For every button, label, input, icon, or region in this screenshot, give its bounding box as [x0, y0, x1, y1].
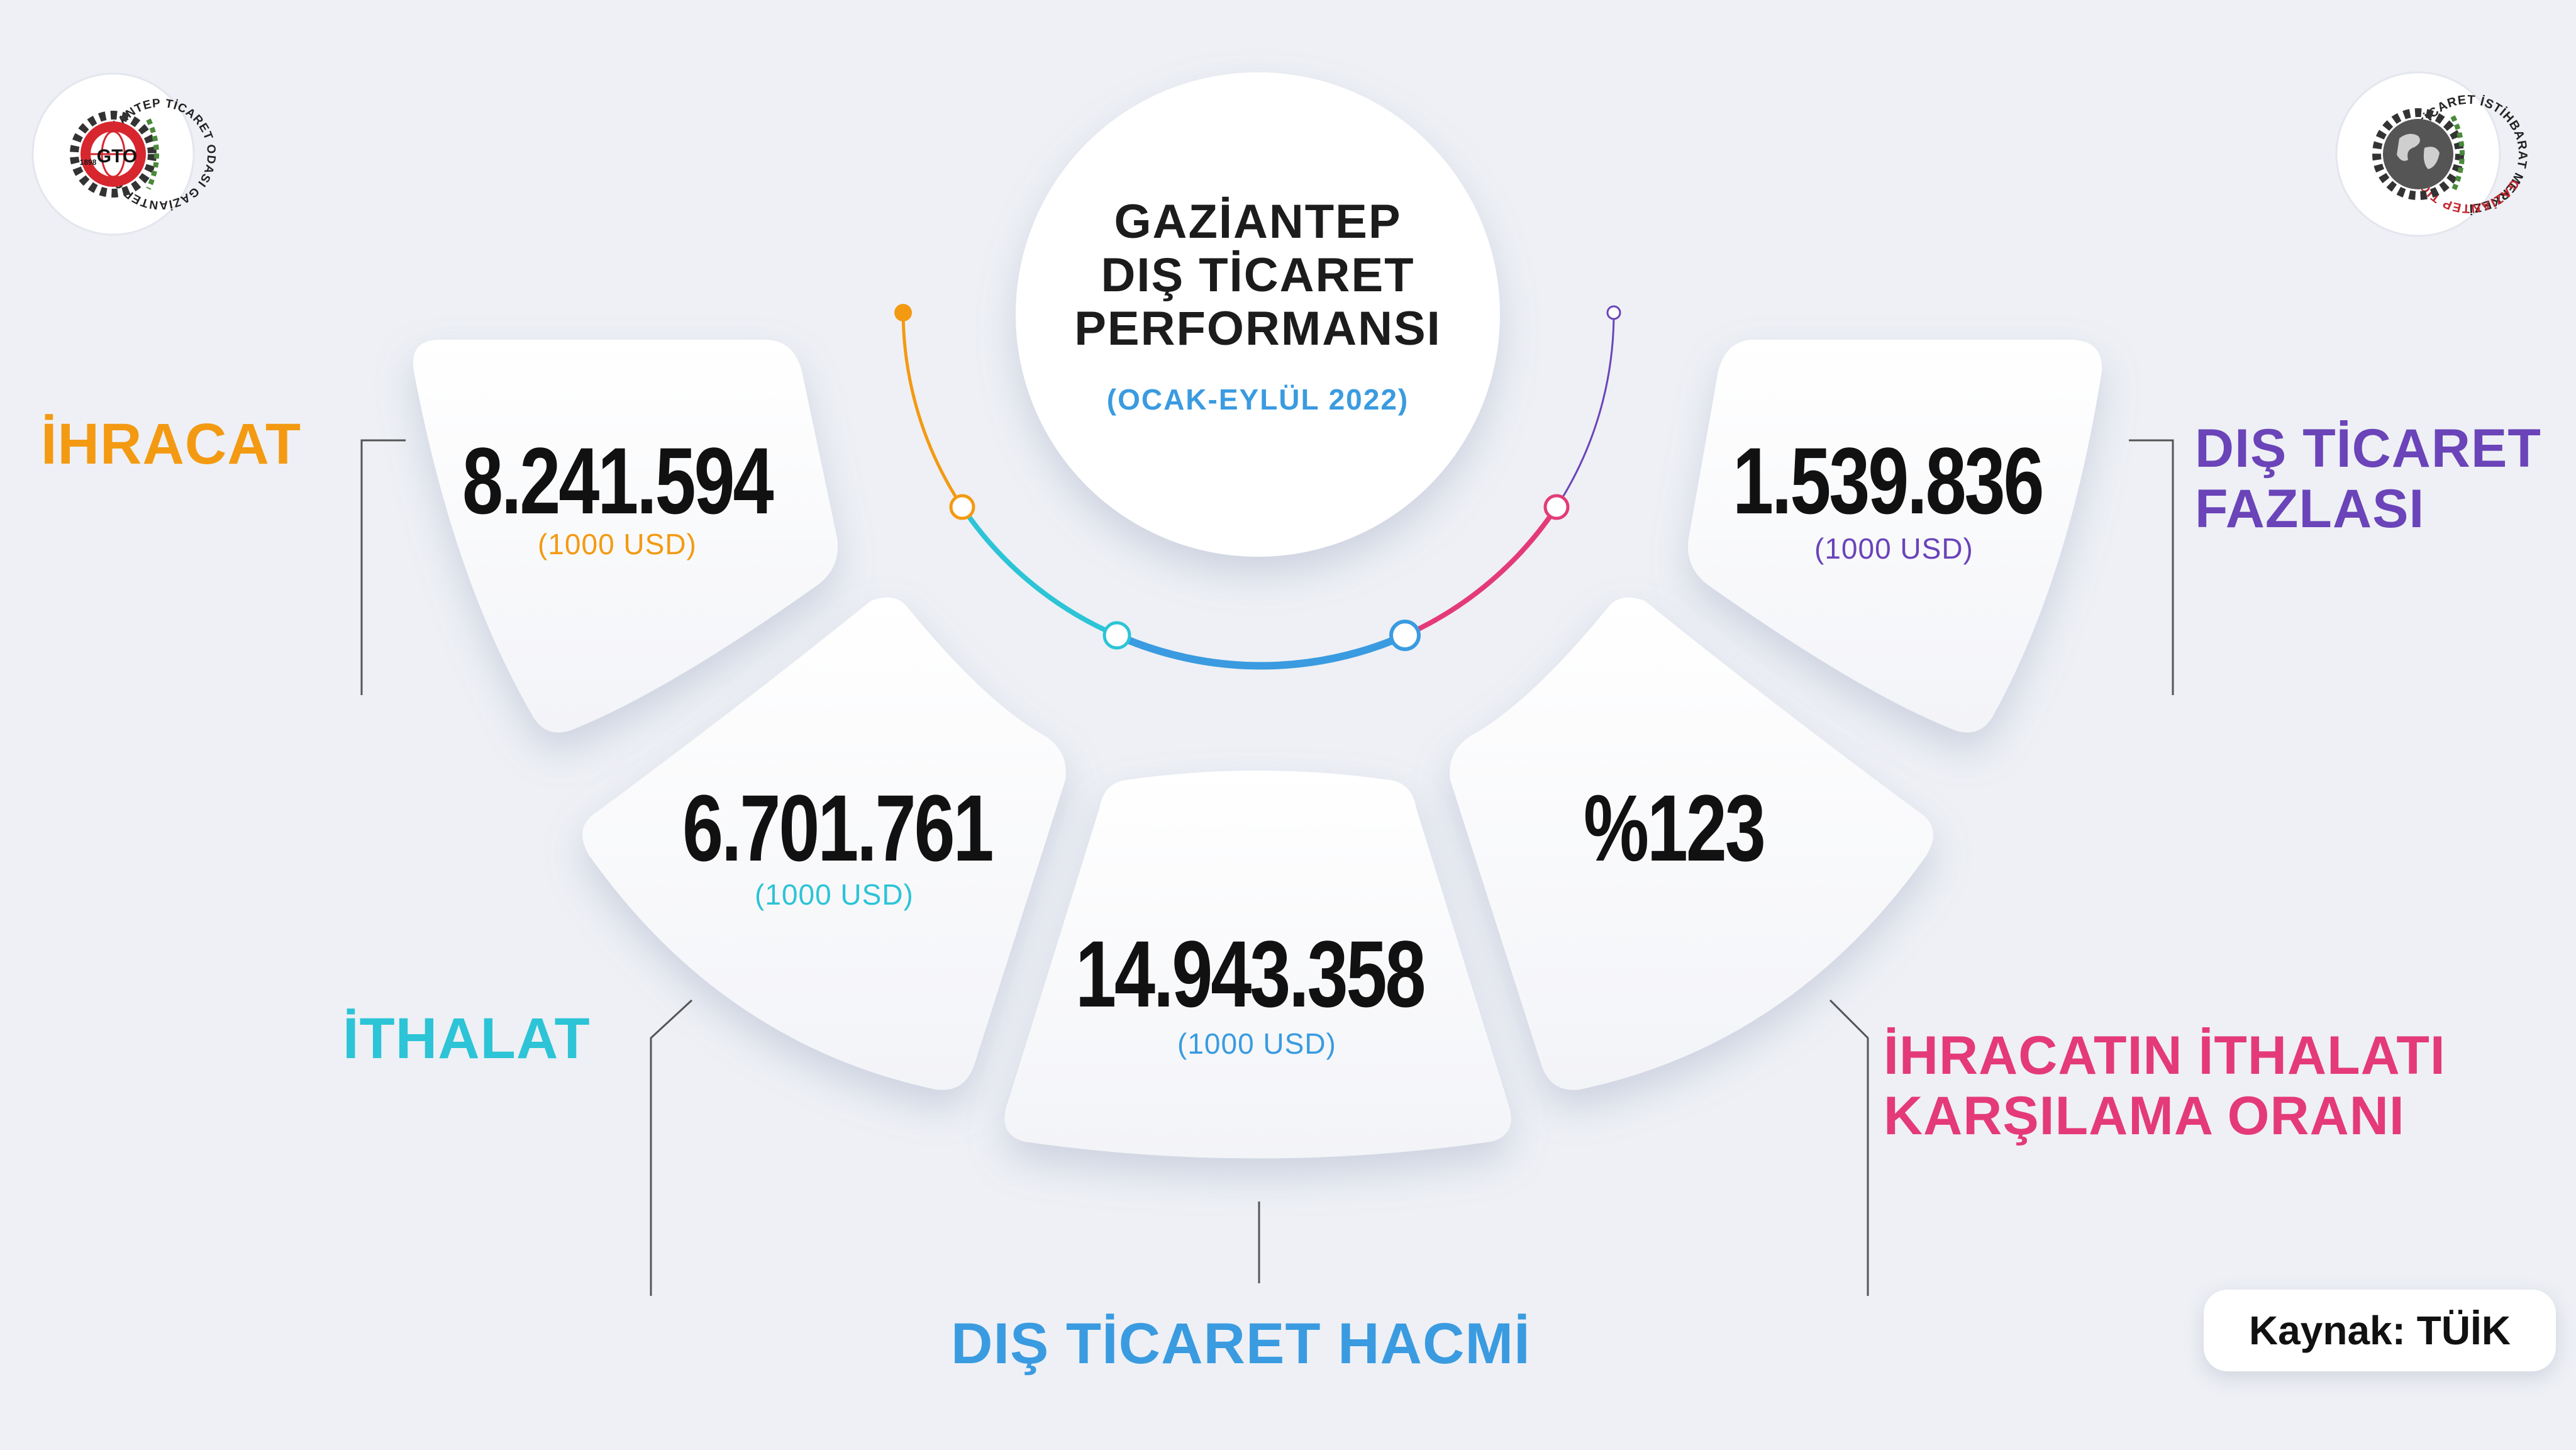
arc-node-3	[1389, 620, 1421, 651]
connector-oran	[1829, 999, 1869, 1296]
arc-dot-end	[1606, 305, 1621, 320]
arc-oran	[1404, 505, 1559, 638]
label-ithalat: İTHALAT	[343, 1007, 591, 1071]
gto-chamber-logo-icon: GAZİANTEP TİCARET ODASI GAZİANTEP CHAMBE…	[0, 0, 217, 236]
label-oran-line-2: KARŞILAMA ORANI	[1884, 1086, 2405, 1147]
card-ihracat	[413, 340, 838, 733]
label-fazla-line-2: FAZLASI	[2195, 479, 2425, 540]
source-badge: Kaynak: TÜİK	[2204, 1290, 2556, 1371]
arc-dot-start	[894, 304, 912, 321]
connector-ithalat	[650, 999, 693, 1296]
label-fazla: DIŞ TİCARET FAZLASI	[2195, 418, 2541, 540]
value-fazla: 1.539.836	[1733, 428, 2045, 533]
label-oran-line-1: İHRACATIN İTHALATI	[1884, 1025, 2446, 1086]
card-fazla	[1688, 340, 2102, 733]
unit-ihracat: (1000 USD)	[538, 528, 697, 560]
title-line-3: PERFORMANSI	[1074, 302, 1441, 356]
card-ithalat	[582, 597, 1066, 1090]
connector-ihracat	[360, 439, 406, 695]
value-ithalat: 6.701.761	[682, 775, 994, 881]
unit-hacim: (1000 USD)	[1177, 1027, 1336, 1060]
title-circle	[1016, 72, 1500, 557]
arc-fazla	[1555, 312, 1615, 508]
arc-hacim	[1115, 632, 1407, 670]
title-line-2: DIŞ TİCARET	[1101, 248, 1415, 303]
connector-fazla	[2129, 439, 2174, 695]
left-logo-year: 1898	[80, 158, 97, 167]
left-logo-center-text: GTO	[97, 146, 137, 167]
arc-node-1	[949, 494, 975, 520]
value-ihracat: 8.241.594	[462, 428, 774, 533]
title-line-1: GAZİANTEP	[1114, 195, 1402, 248]
card-oran	[1450, 597, 1933, 1090]
card-hacim	[1004, 771, 1511, 1159]
label-oran: İHRACATIN İTHALATI KARŞILAMA ORANI	[1884, 1025, 2446, 1147]
arc-node-2	[1102, 621, 1131, 650]
arc-ihracat	[901, 312, 964, 508]
unit-fazla: (1000 USD)	[1814, 532, 1974, 565]
label-hacim: DIŞ TİCARET HACMİ	[951, 1312, 1531, 1376]
arc-ithalat	[960, 505, 1118, 638]
page-title: GAZİANTEP DIŞ TİCARET PERFORMANSI	[1019, 195, 1497, 355]
label-ihracat: İHRACAT	[41, 412, 302, 476]
label-fazla-line-1: DIŞ TİCARET	[2195, 418, 2541, 479]
unit-ithalat: (1000 USD)	[755, 878, 914, 911]
value-hacim: 14.943.358	[1075, 921, 1426, 1027]
arc-node-4	[1543, 494, 1570, 520]
period-subtitle: (OCAK-EYLÜL 2022)	[1106, 383, 1409, 416]
value-oran: %123	[1584, 775, 1766, 881]
